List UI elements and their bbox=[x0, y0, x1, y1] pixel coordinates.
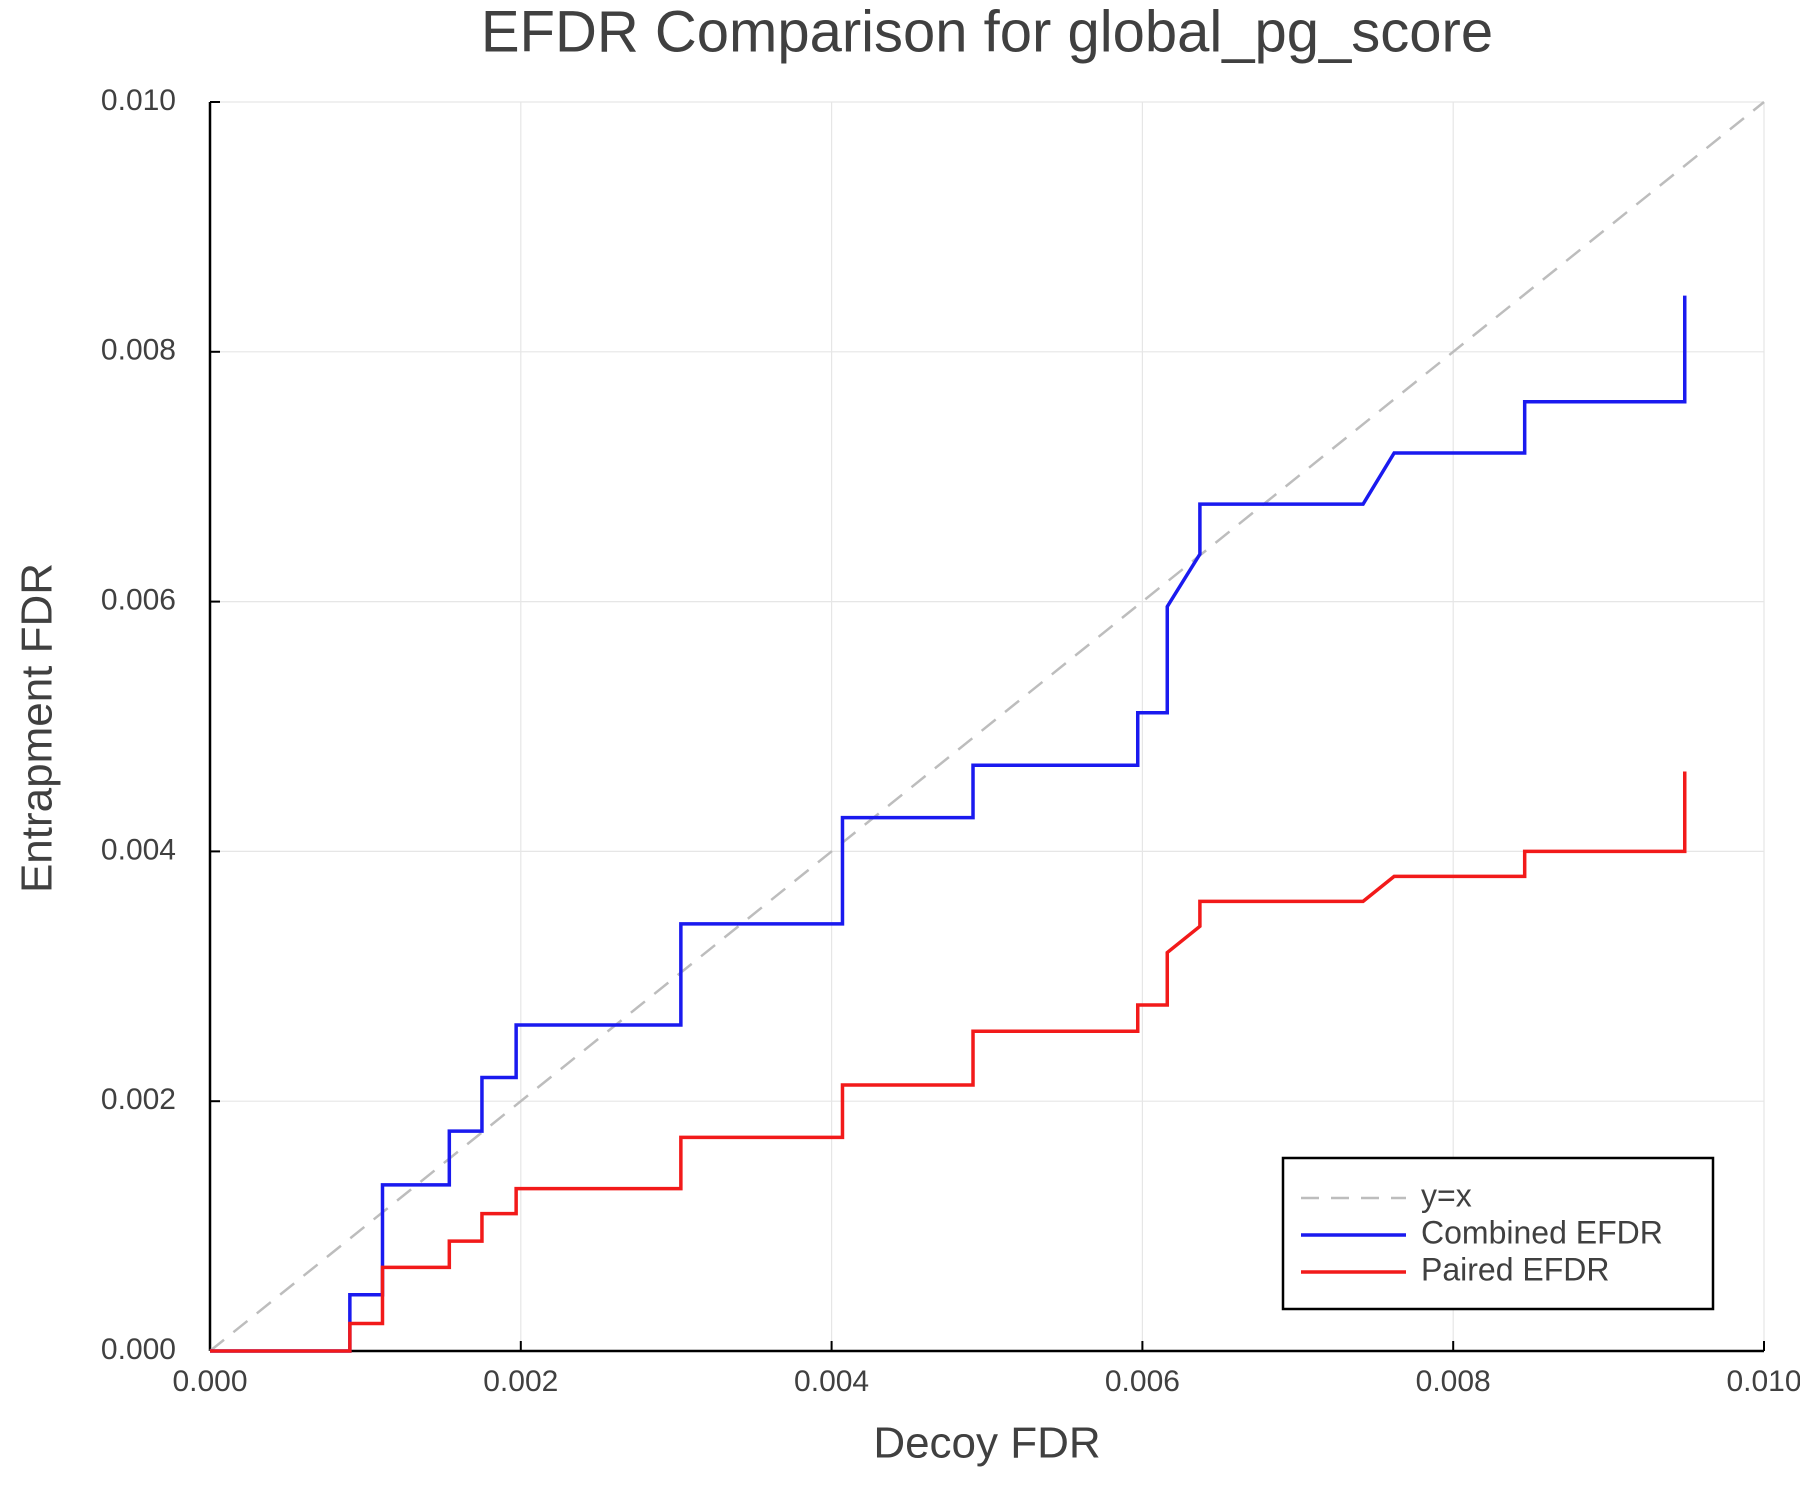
y-tick-label: 0.002 bbox=[101, 1083, 176, 1116]
x-axis-label: Decoy FDR bbox=[873, 1419, 1100, 1468]
x-tick-label: 0.010 bbox=[1726, 1365, 1800, 1398]
chart-title: EFDR Comparison for global_pg_score bbox=[481, 0, 1493, 64]
x-tick-label: 0.008 bbox=[1416, 1365, 1491, 1398]
legend-label: Combined EFDR bbox=[1421, 1214, 1663, 1250]
y-tick-label: 0.004 bbox=[101, 833, 176, 866]
series-line bbox=[210, 771, 1687, 1353]
x-tick-label: 0.004 bbox=[794, 1365, 869, 1398]
x-tick-label: 0.002 bbox=[483, 1365, 558, 1398]
y-axis-label: Entrapment FDR bbox=[13, 563, 62, 893]
legend-label: y=x bbox=[1421, 1177, 1472, 1213]
legend-label: Paired EFDR bbox=[1421, 1251, 1610, 1287]
y-tick-label: 0.006 bbox=[101, 584, 176, 617]
x-tick-label: 0.000 bbox=[172, 1365, 247, 1398]
y-tick-label: 0.010 bbox=[101, 84, 176, 117]
y-tick-label: 0.000 bbox=[101, 1333, 176, 1366]
x-tick-label: 0.006 bbox=[1105, 1365, 1180, 1398]
y-tick-label: 0.008 bbox=[101, 334, 176, 367]
series-line bbox=[209, 101, 1765, 1352]
series-line bbox=[210, 295, 1687, 1353]
